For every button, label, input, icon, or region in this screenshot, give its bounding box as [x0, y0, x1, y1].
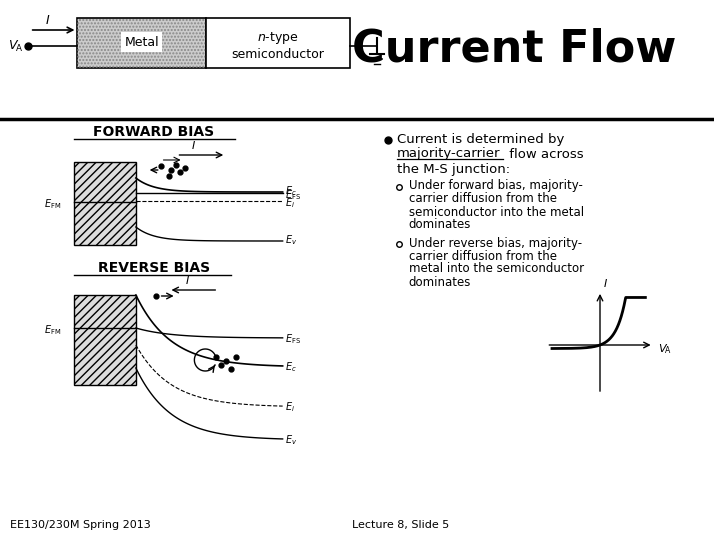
Text: semiconductor: semiconductor [231, 48, 324, 60]
Bar [74, 295, 136, 385]
Text: $E_v$: $E_v$ [284, 233, 297, 247]
Text: Under reverse bias, majority-: Under reverse bias, majority- [408, 237, 582, 249]
Text: $E_{\rm FS}$: $E_{\rm FS}$ [284, 188, 301, 202]
Text: majority-carrier: majority-carrier [397, 147, 500, 160]
Text: $E_v$: $E_v$ [284, 433, 297, 447]
Text: EE130/230M Spring 2013: EE130/230M Spring 2013 [10, 520, 150, 530]
Text: $E_{\rm FM}$: $E_{\rm FM}$ [44, 323, 61, 337]
Text: $V_{\!\rm A}$: $V_{\!\rm A}$ [657, 342, 671, 356]
Text: $I$: $I$ [45, 14, 50, 27]
Text: dominates: dominates [408, 275, 471, 288]
Text: $I$: $I$ [603, 277, 608, 289]
Text: $E_{\rm FS}$: $E_{\rm FS}$ [284, 332, 301, 346]
Text: REVERSE BIAS: REVERSE BIAS [98, 261, 210, 275]
Text: Current Flow: Current Flow [352, 27, 676, 70]
Bar [77, 18, 207, 68]
Text: carrier diffusion from the: carrier diffusion from the [408, 192, 557, 206]
Text: the M-S junction:: the M-S junction: [397, 163, 510, 176]
Text: $V_{\!\rm A}$: $V_{\!\rm A}$ [8, 38, 23, 53]
Text: Metal: Metal [125, 36, 159, 49]
Text: $I$: $I$ [186, 274, 190, 286]
Text: FORWARD BIAS: FORWARD BIAS [93, 125, 215, 139]
Bar [77, 18, 207, 68]
Text: dominates: dominates [408, 219, 471, 232]
Text: $E_c$: $E_c$ [284, 360, 297, 374]
Text: carrier diffusion from the: carrier diffusion from the [408, 249, 557, 262]
Text: semiconductor into the metal: semiconductor into the metal [408, 206, 584, 219]
Text: metal into the semiconductor: metal into the semiconductor [408, 262, 584, 275]
Bar [74, 162, 136, 245]
Text: Under forward bias, majority-: Under forward bias, majority- [408, 179, 582, 192]
Text: Current is determined by: Current is determined by [397, 132, 564, 145]
Text: $E_i$: $E_i$ [284, 400, 294, 414]
Text: flow across: flow across [505, 147, 583, 160]
Text: $E_c$: $E_c$ [284, 184, 297, 198]
Text: $E_i$: $E_i$ [284, 196, 294, 210]
Text: $E_{\rm FM}$: $E_{\rm FM}$ [44, 197, 61, 211]
Text: $I$: $I$ [192, 139, 197, 151]
Text: $n$-type: $n$-type [257, 30, 299, 46]
Bar [207, 18, 350, 68]
Text: Lecture 8, Slide 5: Lecture 8, Slide 5 [352, 520, 449, 530]
